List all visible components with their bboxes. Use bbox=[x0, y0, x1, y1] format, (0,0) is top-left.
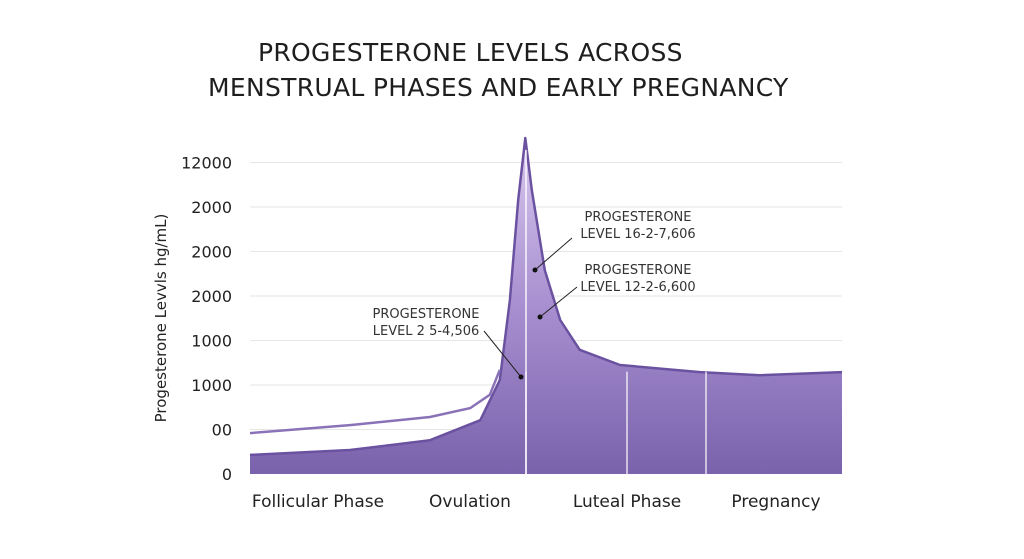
y-tick-label: 2000 bbox=[191, 243, 232, 262]
x-category-label: Ovulation bbox=[429, 492, 511, 512]
progesterone-area bbox=[250, 138, 842, 474]
x-category-label: Luteal Phase bbox=[573, 492, 681, 512]
annotation-dot bbox=[537, 314, 543, 320]
annotation-text: LEVEL 16-2-7,606 bbox=[580, 227, 695, 242]
y-tick-label: 1000 bbox=[191, 332, 232, 351]
x-category-label: Follicular Phase bbox=[252, 492, 384, 512]
annotation-leader bbox=[534, 237, 573, 271]
y-axis-label: Progesterone Levvls hg/mL) bbox=[152, 214, 170, 423]
annotation-text: LEVEL 12-2-6,600 bbox=[580, 280, 695, 295]
y-tick-label: 1000 bbox=[191, 376, 232, 395]
annotation-text: PROGESTERONE bbox=[372, 307, 479, 322]
annotation-text: PROGESTERONE bbox=[584, 210, 691, 225]
y-tick-label: 0 bbox=[222, 465, 232, 484]
y-tick-label: 2000 bbox=[191, 198, 232, 217]
y-tick-label: 00 bbox=[212, 421, 232, 440]
progesterone-line bbox=[249, 369, 501, 435]
y-tick-label: 2000 bbox=[191, 287, 232, 306]
annotation-dot bbox=[518, 374, 524, 380]
annotation-leader bbox=[539, 286, 578, 318]
chart-title-line-2: MENSTRUAL PHASES AND EARLY PREGNANCY bbox=[208, 73, 789, 102]
annotation-dot bbox=[532, 267, 538, 273]
progesterone-area-outline bbox=[249, 136, 843, 457]
x-category-label: Pregnancy bbox=[731, 492, 820, 512]
y-tick-label: 12000 bbox=[181, 154, 232, 173]
annotation-leader bbox=[483, 330, 522, 378]
chart-title-line-1: PROGESTERONE LEVELS ACROSS bbox=[258, 38, 683, 67]
annotation-text: LEVEL 2 5-4,506 bbox=[373, 324, 480, 339]
annotation-text: PROGESTERONE bbox=[584, 263, 691, 278]
